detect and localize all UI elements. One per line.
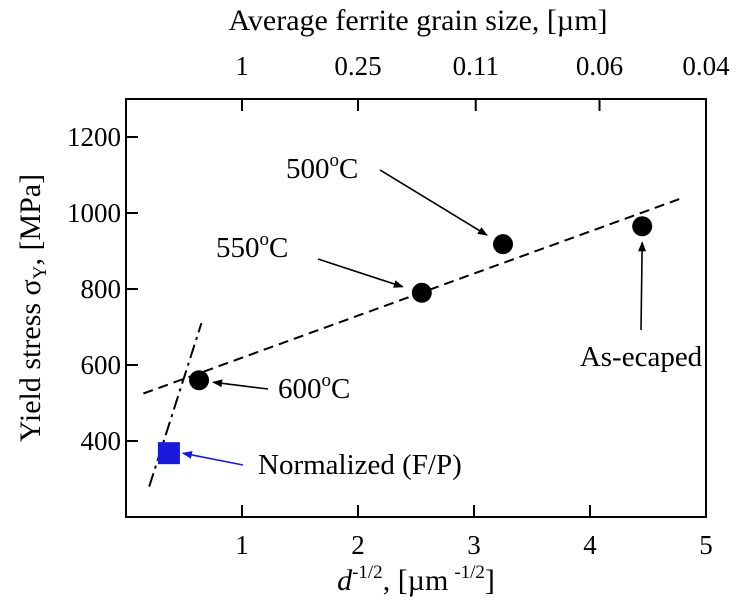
ticks: 1 2 3 4 5 400 600 800 1000 1200 1 0.25 0.11 0.06 0.04 (67, 51, 730, 560)
x-tick-label: 5 (699, 530, 713, 560)
x-axis-title-units-sup: -1/2 (454, 562, 485, 583)
label-550c-suffix: C (269, 232, 288, 264)
x-axis-title-units: , [µm (383, 564, 449, 597)
top-x-tick-label: 0.25 (334, 51, 381, 81)
y-tick-label: 1200 (67, 122, 121, 152)
y-tick-label: 400 (81, 426, 122, 456)
fit-line-dash-dot (148, 322, 203, 487)
x-tick-label: 1 (235, 530, 249, 560)
x-axis-title-close: ] (485, 564, 495, 597)
plot-frame (125, 98, 707, 518)
label-500c: 500oC (286, 150, 358, 185)
arrow-as-ecaped (638, 241, 647, 331)
label-as-ecaped-text: As-ecaped (580, 341, 703, 373)
top-x-tick-label: 0.06 (576, 51, 623, 81)
label-normalized: Normalized (F/P) (258, 449, 462, 481)
top-x-tick-label: 0.11 (453, 51, 499, 81)
x-tick-label: 2 (351, 530, 365, 560)
data-point-circle (189, 370, 210, 391)
x-tick-label: 4 (583, 530, 597, 560)
arrow-550c (317, 258, 404, 288)
data-point-square (157, 442, 180, 465)
arrow-normalized (181, 450, 244, 466)
label-600c-sup: o (322, 370, 332, 391)
label-600c-suffix: C (331, 373, 350, 405)
x-axis-title-var-sup: -1/2 (352, 562, 383, 583)
data-point-circle (411, 282, 432, 303)
label-600c: 600oC (278, 370, 350, 405)
y-axis-title-main: Yield stress σ (14, 279, 47, 442)
y-axis-title: Yield stress σY, [MPa] (14, 174, 51, 442)
data-point-circle (493, 234, 513, 255)
label-550c-sup: o (260, 229, 270, 250)
x-axis-title: d-1/2, [µm -1/2] (337, 562, 495, 597)
label-550c-text: 550 (216, 232, 260, 264)
y-tick-label: 1000 (67, 198, 121, 228)
label-500c-suffix: C (339, 153, 358, 185)
y-tick-label: 600 (81, 350, 122, 380)
label-500c-text: 500 (286, 153, 330, 185)
top-axis-title: Average ferrite grain size, [µm] (228, 4, 607, 37)
top-x-tick-label: 0.04 (682, 51, 730, 81)
x-axis-title-var: d (337, 564, 353, 597)
y-axis-title-units: , [MPa] (14, 174, 47, 266)
data-marks (157, 216, 653, 465)
x-tick-label: 3 (467, 530, 481, 560)
arrow-600c (212, 379, 269, 390)
data-point-circle (632, 216, 653, 237)
label-normalized-text: Normalized (F/P) (258, 449, 462, 481)
top-x-tick-label: 1 (235, 51, 249, 81)
y-axis-title-sub: Y (30, 265, 51, 279)
fit-lines (143, 196, 684, 487)
label-550c: 550oC (216, 229, 288, 264)
label-500c-sup: o (330, 150, 340, 171)
y-tick-label: 800 (81, 274, 122, 304)
arrow-500c (379, 169, 488, 236)
label-600c-text: 600 (278, 373, 322, 405)
label-as-ecaped: As-ecaped (580, 341, 703, 373)
